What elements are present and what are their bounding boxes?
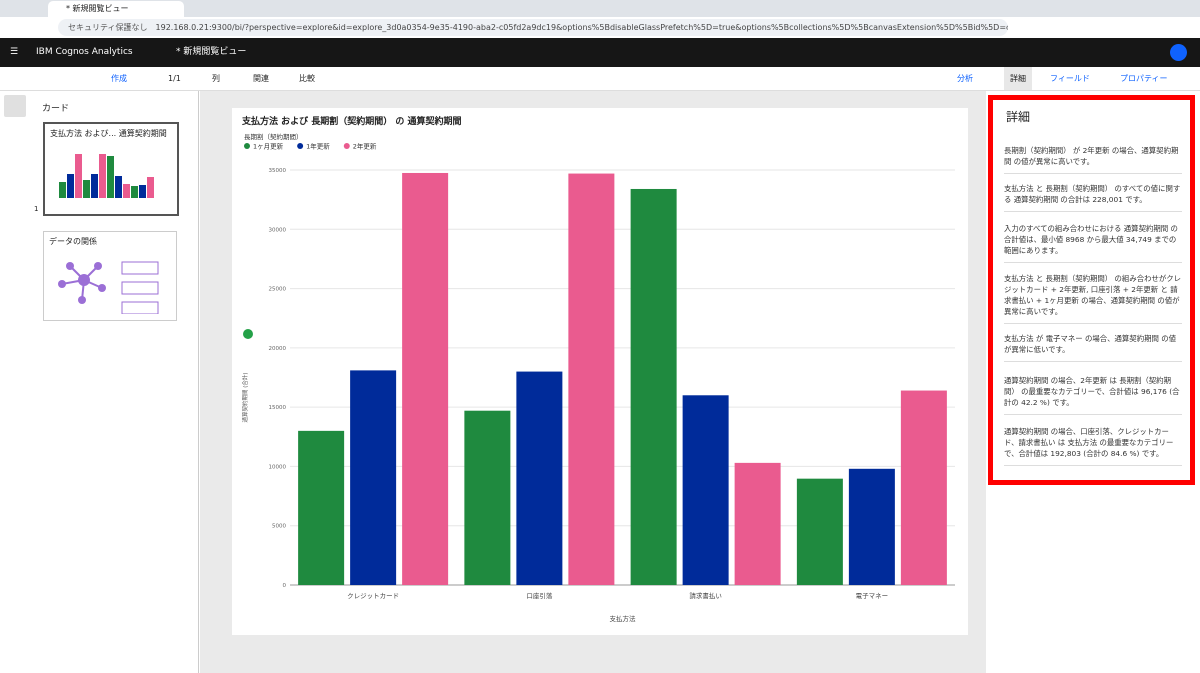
y-tick-label: 30000 — [269, 227, 287, 233]
legend-swatch — [297, 143, 304, 149]
bar — [848, 468, 895, 585]
legend-swatch — [343, 143, 350, 149]
legend-label: 2年更新 — [353, 142, 377, 151]
x-axis-label: 支払方法 — [610, 614, 637, 623]
tab[interactable]: フィールド — [1050, 74, 1090, 83]
menu-icon[interactable]: ☰ — [10, 47, 19, 57]
y-tick-label: 0 — [283, 583, 287, 589]
chart: 支払方法 および 長期割（契約期間） の 通算契約期間長期割（契約期間）1ヶ月更… — [241, 115, 955, 623]
legend-swatch — [244, 143, 250, 149]
bar — [464, 410, 511, 585]
details-title: 詳細 — [1006, 110, 1031, 124]
tab[interactable]: 詳細 — [1004, 67, 1032, 90]
bar — [682, 395, 729, 585]
address-bar: セキュリティ保護なし 192.168.0.21:9300/bi/?perspect… — [0, 17, 1200, 39]
detail-paragraph: 支払方法 と 長期割（契約期間） の組み合わせがクレジットカード + 2年更新,… — [1004, 273, 1182, 324]
detail-paragraph: 通算契約期間 の場合、2年更新 は 長期割（契約期間） の最重要なカテゴリーで、… — [1004, 375, 1182, 415]
x-tick-label: 口座引落 — [526, 591, 553, 600]
y-tick-label: 20000 — [269, 346, 287, 352]
cards-panel: カード 支払方法 および... 通算契約期間 1 データの関係 — [30, 91, 199, 673]
detail-paragraph: 通算契約期間 の場合、口座引落、クレジットカード、請求書払い は 支払方法 の最… — [1004, 426, 1182, 466]
avatar[interactable] — [1170, 44, 1187, 61]
y-tick-label: 15000 — [269, 405, 287, 411]
bar — [402, 172, 449, 585]
security-label: セキュリティ保護なし — [68, 23, 148, 32]
cards-icon[interactable] — [4, 95, 26, 117]
y-tick-label: 10000 — [269, 464, 287, 470]
tab-bar: * 新規閲覧ビュー — [0, 0, 1200, 17]
y-tick-label: 25000 — [269, 287, 287, 293]
bar — [568, 173, 615, 586]
relation-icon — [58, 261, 159, 314]
y-axis-label: 通算契約期間 (合計) — [241, 372, 249, 422]
tab[interactable]: プロパティー — [1120, 74, 1168, 83]
url-box[interactable]: セキュリティ保護なし 192.168.0.21:9300/bi/?perspect… — [58, 19, 1008, 36]
bar — [796, 478, 843, 585]
card-index: 1 — [34, 205, 39, 213]
card[interactable]: 支払方法 および... 通算契約期間 — [43, 122, 179, 216]
detail-paragraph: 長期割（契約期間） が 2年更新 の場合、通算契約期間 の値が異常に高いです。 — [1004, 145, 1182, 174]
panel-title: カード — [42, 104, 70, 114]
product-name: IBM Cognos Analytics — [36, 47, 133, 57]
x-tick-label: 請求書払い — [689, 591, 722, 600]
toolbar: 作成 1/1 列 関連 比較 分析 詳細 フィールド プロパティー — [0, 67, 1200, 91]
y-axis-badge — [243, 329, 253, 339]
highlight-box — [988, 95, 1195, 485]
side-icons — [0, 91, 31, 673]
y-tick-label: 35000 — [269, 168, 287, 174]
details-panel — [995, 91, 1200, 673]
thumbnail — [59, 154, 154, 198]
bar — [516, 371, 563, 585]
bar — [900, 390, 947, 585]
x-tick-label: クレジットカード — [347, 592, 399, 600]
bar — [630, 188, 677, 585]
legend-title: 長期割（契約期間） — [244, 132, 303, 141]
url: 192.168.0.21:9300/bi/?perspective=explor… — [155, 23, 1008, 32]
legend-label: 1年更新 — [306, 142, 330, 151]
app-bar: ☰ IBM Cognos Analytics * 新規閲覧ビュー — [0, 38, 1200, 67]
chart-title: 支払方法 および 長期割（契約期間） の 通算契約期間 — [241, 115, 462, 127]
y-tick-label: 5000 — [272, 524, 286, 530]
create-button[interactable]: 作成 — [111, 74, 127, 83]
bar — [350, 370, 397, 585]
tab[interactable]: 分析 — [957, 74, 973, 83]
bar — [734, 462, 781, 585]
card-title: 支払方法 および... 通算契約期間 — [50, 129, 167, 138]
view-name[interactable]: * 新規閲覧ビュー — [176, 47, 247, 57]
compare-button[interactable]: 比較 — [299, 74, 315, 83]
detail-paragraph: 支払方法 と 長期割（契約期間） のすべての値に関する 通算契約期間 の合計は … — [1004, 183, 1182, 212]
x-tick-label: 電子マネー — [856, 592, 889, 600]
related-button[interactable]: 関連 — [253, 74, 269, 83]
page-indicator: 1/1 — [168, 74, 181, 83]
card-title: データの関係 — [49, 237, 97, 246]
column-button[interactable]: 列 — [212, 74, 220, 83]
legend-label: 1ヶ月更新 — [253, 142, 284, 151]
card[interactable]: データの関係 — [43, 231, 177, 321]
bar — [298, 430, 345, 585]
detail-paragraph: 支払方法 が 電子マネー の場合、通算契約期間 の値が異常に低いです。 — [1004, 333, 1182, 362]
detail-paragraph: 入力のすべての組み合わせにおける 通算契約期間 の合計値は、最小値 8968 か… — [1004, 223, 1182, 263]
chart-card: 支払方法 および 長期割（契約期間） の 通算契約期間 長期割（契約期間） 1ヶ月更… — [232, 108, 968, 635]
browser-tab[interactable]: * 新規閲覧ビュー — [48, 1, 184, 17]
